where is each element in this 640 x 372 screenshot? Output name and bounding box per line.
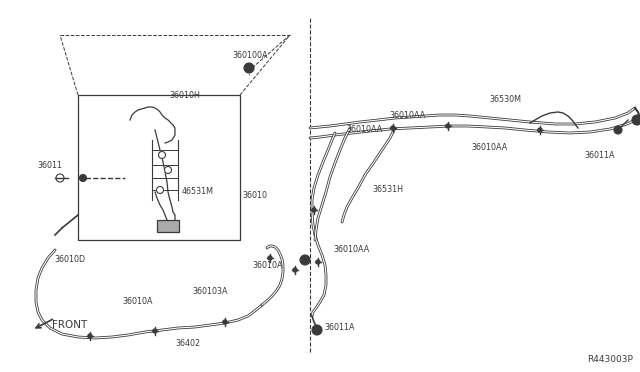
Text: 36010AA: 36010AA	[347, 125, 383, 135]
Circle shape	[312, 208, 316, 212]
Circle shape	[293, 268, 297, 272]
Bar	[78, 95, 240, 240]
Circle shape	[244, 63, 254, 73]
Text: 36010A: 36010A	[253, 260, 284, 269]
Text: 36010AA: 36010AA	[390, 110, 426, 119]
Circle shape	[538, 128, 542, 132]
Circle shape	[268, 256, 272, 260]
Text: FRONT: FRONT	[52, 320, 88, 330]
Text: 36010D: 36010D	[54, 256, 86, 264]
Circle shape	[164, 167, 172, 173]
Text: 36011: 36011	[38, 160, 63, 170]
Bar	[157, 220, 179, 232]
Circle shape	[312, 325, 322, 335]
Text: 36010AA: 36010AA	[472, 144, 508, 153]
Circle shape	[88, 334, 92, 338]
Text: 36402: 36402	[175, 339, 200, 347]
Circle shape	[632, 115, 640, 125]
Circle shape	[614, 126, 622, 134]
Text: 36010H: 36010H	[170, 90, 200, 99]
Text: 360100A: 360100A	[232, 51, 268, 60]
Text: 36010A: 36010A	[123, 298, 153, 307]
Circle shape	[157, 186, 163, 193]
Circle shape	[316, 260, 320, 264]
Circle shape	[391, 126, 395, 130]
Text: 36011A: 36011A	[324, 324, 355, 333]
Text: 36531H: 36531H	[372, 186, 403, 195]
Circle shape	[223, 320, 227, 324]
Circle shape	[79, 174, 86, 182]
Circle shape	[300, 255, 310, 265]
Text: 36530M: 36530M	[489, 96, 521, 105]
Circle shape	[159, 151, 166, 158]
Text: 36010: 36010	[243, 190, 268, 199]
Circle shape	[153, 329, 157, 333]
Text: 360103A: 360103A	[192, 286, 228, 295]
Text: 46531M: 46531M	[182, 187, 214, 196]
Text: 36011A: 36011A	[585, 151, 615, 160]
Text: 36010AA: 36010AA	[334, 246, 370, 254]
Text: R443003P: R443003P	[587, 356, 633, 365]
Circle shape	[446, 124, 450, 128]
